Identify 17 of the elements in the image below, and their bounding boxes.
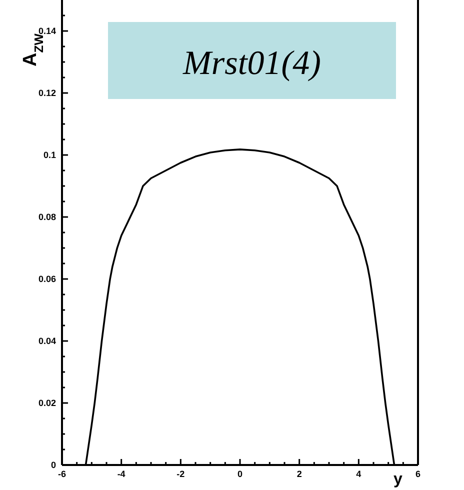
y-tick-label: 0.06 (38, 274, 56, 284)
y-tick-label: 0.08 (38, 212, 56, 222)
y-tick-label: 0.14 (38, 26, 56, 36)
x-tick-label: 4 (356, 469, 362, 479)
y-tick-label: 0.02 (38, 398, 56, 408)
y-tick-label: 0.12 (38, 88, 56, 98)
x-tick-label: 6 (415, 469, 421, 479)
text: Mrst01(4) (182, 45, 321, 82)
y-tick-label: 0.1 (43, 150, 56, 160)
x-tick-label: 0 (237, 469, 243, 479)
x-tick-label: -2 (176, 469, 185, 479)
y-tick-label: 0.04 (38, 336, 56, 346)
x-axis-title: y (394, 471, 403, 488)
y-tick-label: 0 (50, 460, 56, 470)
x-tick-label: -6 (58, 469, 66, 479)
x-tick-label: 2 (296, 469, 302, 479)
x-tick-label: -4 (117, 469, 126, 479)
